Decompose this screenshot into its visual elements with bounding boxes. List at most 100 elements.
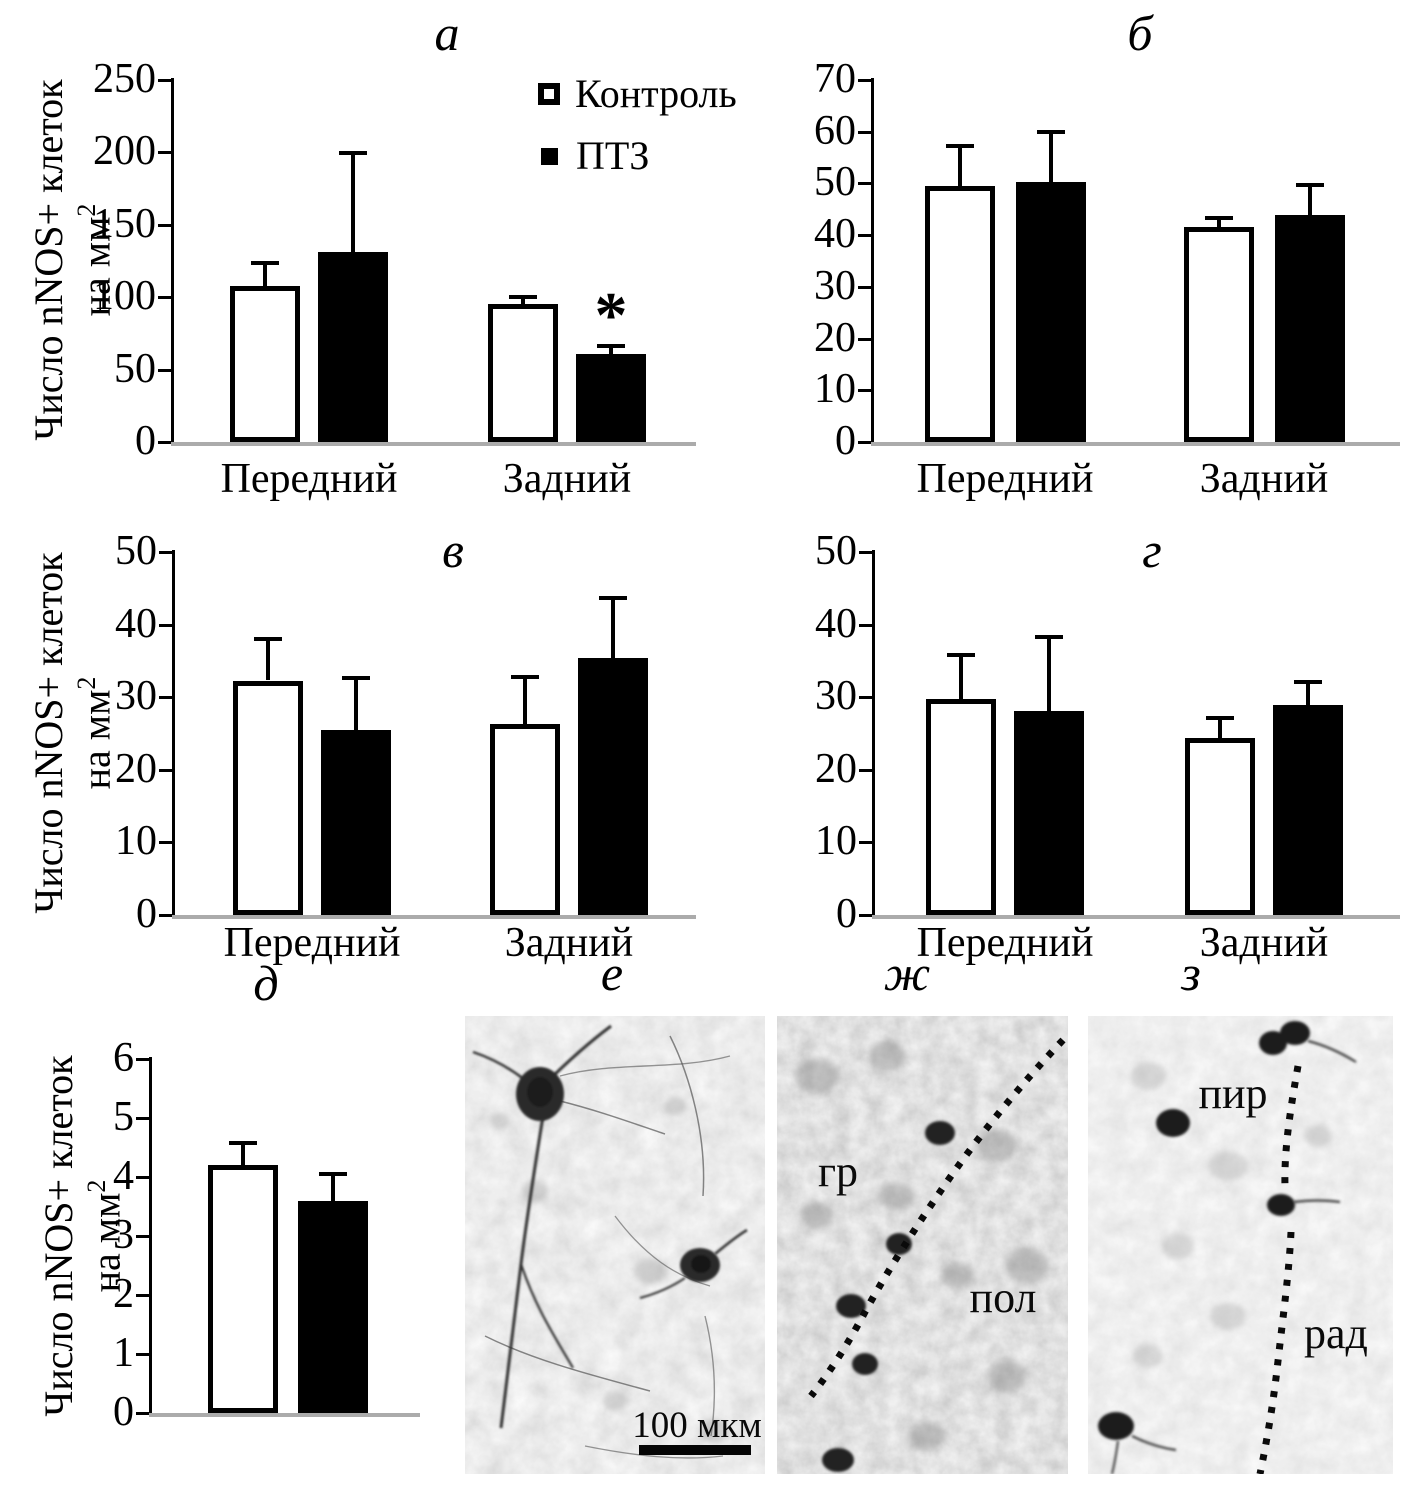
legend-swatch-open (538, 83, 560, 105)
bar (298, 1200, 368, 1413)
chart-title: в (442, 522, 464, 578)
y-tick (858, 79, 871, 82)
y-tick-label: 0 (836, 891, 857, 937)
error-bar-cap (342, 675, 370, 680)
significance-asterisk: * (594, 278, 628, 352)
error-bar-line (957, 144, 962, 186)
panel-title-e: е (600, 945, 624, 1001)
bar (233, 680, 303, 915)
bar (926, 698, 996, 915)
legend-item-control: Контроль (538, 74, 737, 114)
y-tick-label: 150 (93, 200, 156, 247)
y-tick (136, 1058, 149, 1061)
bar (490, 724, 560, 915)
neuron-cell (1098, 1021, 1310, 1440)
y-tick-label: 100 (93, 273, 156, 320)
legend-swatch-filled (541, 147, 558, 165)
y-tick-label: 10 (115, 818, 157, 865)
y-tick-label: 0 (113, 1389, 134, 1435)
tissue-background (1088, 1016, 1393, 1474)
neuron-processes (1111, 1039, 1357, 1474)
x-axis (172, 915, 696, 919)
y-tick (159, 696, 172, 700)
error-bar-cap (945, 143, 974, 148)
error-bar-cap (1204, 215, 1233, 220)
y-tick (136, 1176, 149, 1179)
bar (1273, 705, 1343, 915)
chart-title: д (253, 955, 279, 1011)
micrograph-e: 100 мкм (465, 1016, 765, 1474)
y-tick (858, 234, 871, 238)
bar (1185, 737, 1255, 915)
bar (924, 186, 995, 442)
panel-title-zh: ж (883, 945, 931, 1001)
error-bar-line (241, 1141, 245, 1166)
error-bar-line (331, 1173, 335, 1201)
category-label: Передний (916, 920, 1094, 966)
x-axis (171, 442, 696, 446)
error-bar-cap (1036, 129, 1065, 134)
y-tick (136, 1117, 149, 1120)
y-tick (136, 1294, 149, 1297)
error-bar-line (1218, 716, 1222, 738)
category-label: Передний (223, 920, 401, 966)
region-boundary-dotted-line (1256, 1065, 1302, 1474)
y-tick-label: 1 (113, 1330, 134, 1376)
error-bar-line (611, 597, 615, 658)
chart-title: а (434, 5, 460, 61)
y-tick-label: 40 (815, 600, 857, 647)
y-tick-label: 3 (113, 1212, 134, 1258)
y-tick (158, 79, 171, 82)
y-tick-label: 2 (113, 1271, 134, 1317)
x-axis (871, 442, 1400, 446)
error-bar-cap (1294, 680, 1322, 685)
bar (208, 1165, 278, 1413)
nerve-fibers (484, 1035, 731, 1459)
y-tick (859, 841, 872, 845)
region-label-pol: пол (970, 1273, 1037, 1322)
y-tick-label: 40 (814, 211, 856, 258)
chart-title: б (1127, 5, 1153, 61)
y-tick (136, 1412, 149, 1415)
y-tick-label: 10 (814, 366, 856, 413)
error-bar-line (1048, 130, 1053, 183)
bar (576, 353, 646, 442)
error-bar-cap (1035, 635, 1063, 640)
error-bar-cap (319, 1172, 347, 1177)
bar (230, 285, 300, 442)
legend-item-ptz: ПТЗ (538, 136, 737, 176)
error-bar-line (351, 152, 355, 253)
y-tick (858, 389, 871, 393)
y-tick (858, 182, 871, 186)
error-bar-line (266, 637, 270, 681)
y-tick (858, 130, 871, 134)
y-tick (158, 223, 171, 227)
bar (321, 729, 391, 915)
y-tick-label: 40 (115, 600, 157, 647)
bar (1014, 710, 1084, 915)
y-tick-label: 50 (814, 159, 856, 206)
y-axis (172, 550, 175, 915)
y-tick (858, 441, 871, 444)
error-bar-line (354, 676, 358, 730)
error-bar-line (1307, 184, 1312, 216)
error-bar-cap (251, 261, 279, 266)
error-bar-cap (509, 294, 537, 299)
scale-bar-label: 100 мкм (632, 1405, 762, 1446)
out-of-focus-cells (490, 1097, 730, 1443)
y-axis-label: Число nNOS+ клеток на мм2 (13, 45, 133, 475)
neuron-cell (822, 1121, 955, 1472)
error-bar-line (1306, 681, 1310, 706)
y-tick-label: 0 (835, 418, 856, 464)
y-axis (871, 78, 874, 442)
error-bar-line (523, 676, 527, 725)
y-tick-label: 200 (93, 128, 156, 175)
y-tick (159, 551, 172, 554)
category-label: Задний (1199, 456, 1329, 502)
error-bar-cap (254, 636, 282, 641)
region-label-rad: рад (1304, 1309, 1368, 1358)
y-tick-label: 50 (815, 528, 857, 574)
y-tick-label: 20 (814, 314, 856, 361)
y-axis (872, 550, 875, 915)
error-bar-line (1047, 636, 1051, 711)
